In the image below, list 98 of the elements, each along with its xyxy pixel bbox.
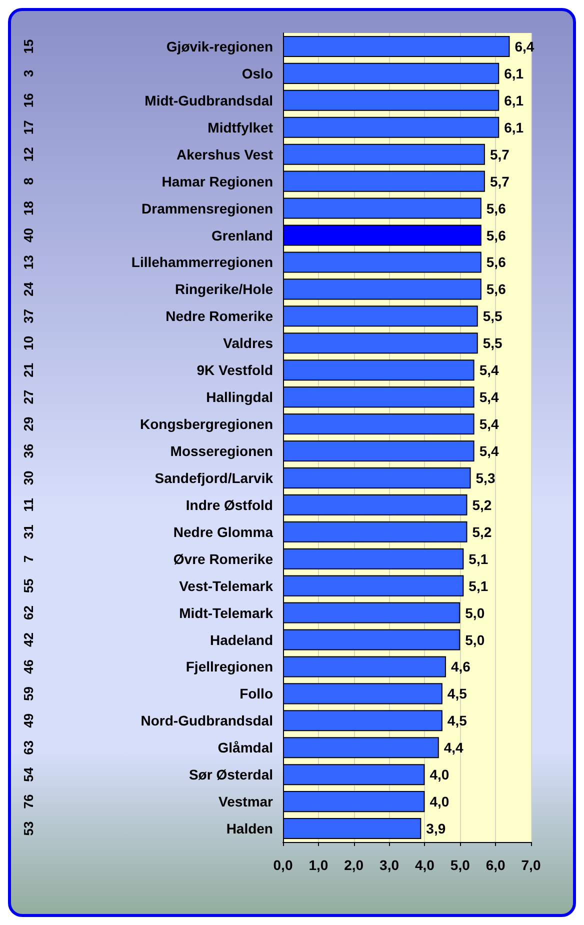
y-tick-label: Midtfylket (208, 119, 274, 136)
data-label: 4,0 (430, 794, 450, 810)
text: 10 (21, 336, 36, 350)
data-label: 5,1 (468, 578, 488, 594)
x-tick-label: 4,0 (414, 857, 435, 873)
y-tick-label: Sør Østerdal (188, 766, 273, 783)
text: 49 (21, 713, 36, 728)
x-tick-label: 7,0 (521, 857, 541, 873)
y-tick-label: Akershus Vest (176, 146, 274, 162)
text: 13 (21, 254, 36, 270)
data-label: 5,6 (486, 227, 506, 244)
text: 31 (21, 524, 36, 540)
data-label: 5,6 (486, 200, 506, 216)
data-label: 5,5 (482, 308, 503, 324)
text: 76 (21, 794, 36, 809)
text: 42 (21, 632, 36, 647)
x-tick-label: 3,0 (380, 857, 400, 873)
y-tick-label: Drammensregionen (142, 200, 273, 216)
data-label: 5,7 (490, 173, 510, 190)
data-label: 5,0 (465, 632, 485, 648)
data-label: 5,1 (468, 550, 488, 567)
data-label: 5,5 (482, 335, 503, 352)
text: 12 (21, 147, 36, 162)
data-label: 5,6 (486, 281, 506, 298)
data-label: 5,2 (472, 496, 492, 513)
data-label: 4,5 (447, 712, 468, 729)
text: 8 (21, 178, 36, 185)
y-tick-label: Grenland (212, 227, 273, 244)
y-tick-label: Sandefjord/Larvik (154, 470, 274, 486)
text: 17 (21, 120, 36, 135)
data-label: 5,4 (479, 442, 499, 459)
text: 29 (21, 416, 36, 432)
text: 62 (21, 606, 36, 620)
data-label: 4,0 (430, 766, 450, 783)
data-label: 5,4 (479, 362, 499, 378)
text: 11 (21, 498, 36, 512)
y-tick-label: Follo (240, 686, 273, 702)
x-tick-label: 0,0 (273, 857, 293, 873)
data-label: 5,0 (465, 604, 485, 621)
data-label: 5,4 (479, 389, 499, 406)
text: 54 (21, 766, 36, 782)
y-tick-label: Indre Østfold (186, 496, 273, 513)
text: 18 (21, 201, 36, 216)
y-tick-label: Vest-Telemark (179, 578, 274, 594)
data-label: 5,3 (476, 470, 496, 486)
text: 21 (21, 362, 36, 378)
data-label: 5,2 (472, 524, 492, 540)
data-label: 6,1 (504, 65, 524, 82)
x-tick-label: 1,0 (308, 857, 328, 873)
y-tick-label: Glåmdal (218, 740, 273, 756)
text: 27 (21, 390, 36, 404)
data-label: 6,1 (504, 119, 524, 136)
data-label: 4,4 (444, 740, 464, 756)
text: 24 (21, 281, 36, 296)
y-tick-label: 9K Vestfold (196, 362, 273, 378)
text: 59 (21, 686, 36, 701)
y-tick-label: Nedre Glomma (173, 524, 274, 540)
y-tick-label: Halden (226, 820, 273, 837)
y-tick-label: Lillehammerregionen (131, 254, 273, 270)
text: 36 (21, 444, 36, 458)
y-tick-label: Mosseregionen (170, 442, 273, 459)
text: 40 (21, 228, 36, 242)
text: 3 (21, 70, 36, 78)
x-tick-label: 5,0 (450, 857, 470, 873)
x-tick-label: 6,0 (486, 857, 506, 873)
text: 16 (21, 93, 36, 108)
data-label: 4,5 (447, 686, 468, 702)
y-tick-label: Hamar Regionen (162, 173, 273, 190)
y-tick-label: Gjøvik-regionen (166, 38, 273, 54)
y-tick-label: Midt-Gudbrandsdal (144, 92, 273, 108)
y-tick-label: Nord-Gudbrandsdal (140, 712, 273, 729)
data-label: 5,4 (479, 416, 499, 432)
data-label: 5,6 (486, 254, 506, 270)
data-label: 4,6 (450, 658, 471, 675)
data-label: 6,4 (514, 38, 534, 54)
text: 15 (21, 39, 36, 54)
y-tick-label: Nedre Romerike (166, 308, 274, 324)
text: 37 (21, 308, 36, 324)
y-tick-label: Valdres (223, 335, 274, 352)
y-tick-label: Kongsbergregionen (140, 416, 273, 432)
text: 30 (21, 470, 36, 486)
y-tick-label: Hallingdal (206, 389, 273, 406)
y-tick-label: Fjellregionen (186, 658, 273, 675)
y-tick-label: Ringerike/Hole (174, 281, 274, 298)
x-tick-label: 2,0 (344, 857, 364, 873)
data-label: 6,1 (504, 92, 524, 108)
y-tick-label: Midt-Telemark (179, 604, 274, 621)
text: 7 (21, 555, 36, 562)
y-tick-label: Vestmar (218, 794, 274, 810)
y-tick-label: Oslo (242, 65, 273, 82)
text: 53 (21, 821, 36, 836)
data-label: 5,7 (490, 146, 510, 162)
text: 46 (21, 659, 36, 674)
y-tick-label: Øvre Romerike (173, 550, 274, 567)
text: 63 (21, 740, 36, 755)
text: 55 (21, 578, 36, 594)
y-tick-label: Hadeland (210, 632, 273, 648)
data-label: 3,9 (426, 820, 446, 837)
